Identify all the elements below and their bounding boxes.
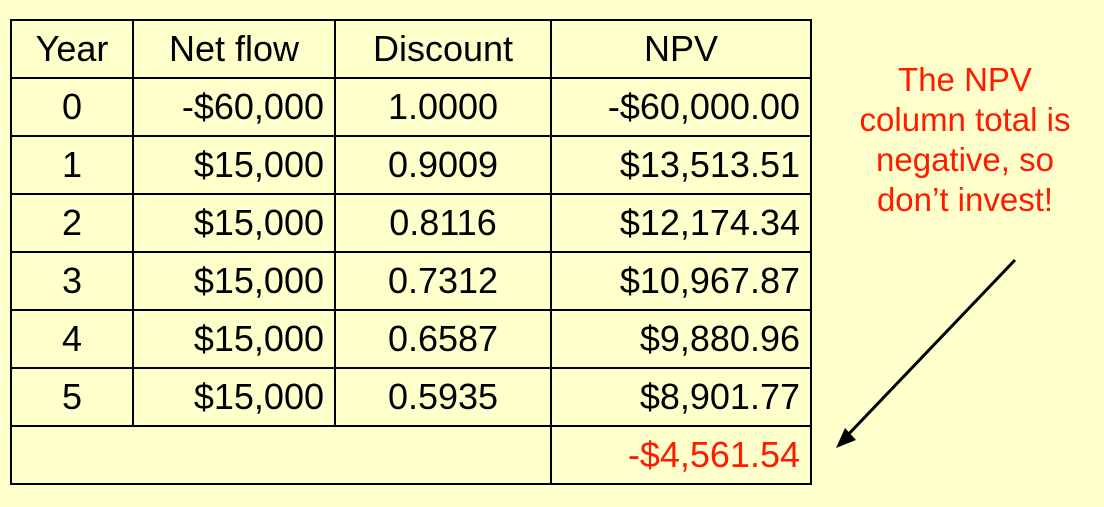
table-row: 2 $15,000 0.8116 $12,174.34 [10, 193, 812, 253]
cell-net-flow: -$60,000 [132, 77, 336, 137]
arrow-shaft [841, 258, 1017, 442]
table-row: 4 $15,000 0.6587 $9,880.96 [10, 309, 812, 369]
cell-year: 0 [10, 77, 134, 137]
table-row: 3 $15,000 0.7312 $10,967.87 [10, 251, 812, 311]
table-row: 5 $15,000 0.5935 $8,901.77 [10, 367, 812, 427]
cell-npv: $10,967.87 [550, 251, 812, 311]
cell-year: 3 [10, 251, 134, 311]
cell-net-flow: $15,000 [132, 193, 336, 253]
total-row: -$4,561.54 [10, 425, 812, 485]
callout-note: The NPV column total is negative, so don… [820, 60, 1104, 220]
cell-discount: 0.9009 [334, 135, 552, 195]
cell-year: 4 [10, 309, 134, 369]
npv-total: -$4,561.54 [550, 425, 812, 485]
cell-discount: 1.0000 [334, 77, 552, 137]
total-empty-cell [10, 425, 552, 485]
cell-discount: 0.8116 [334, 193, 552, 253]
table-row: 1 $15,000 0.9009 $13,513.51 [10, 135, 812, 195]
cell-npv: -$60,000.00 [550, 77, 812, 137]
cell-net-flow: $15,000 [132, 309, 336, 369]
cell-year: 1 [10, 135, 134, 195]
cell-year: 5 [10, 367, 134, 427]
cell-npv: $8,901.77 [550, 367, 812, 427]
cell-npv: $12,174.34 [550, 193, 812, 253]
callout-line: don’t invest! [876, 181, 1054, 218]
header-discount: Discount [334, 19, 552, 79]
cell-npv: $13,513.51 [550, 135, 812, 195]
cell-discount: 0.7312 [334, 251, 552, 311]
cell-net-flow: $15,000 [132, 251, 336, 311]
cell-discount: 0.6587 [334, 309, 552, 369]
cell-net-flow: $15,000 [132, 367, 336, 427]
npv-table: Year Net flow Discount NPV 0 -$60,000 1.… [10, 19, 812, 485]
callout-line: column total is [859, 101, 1071, 138]
cell-year: 2 [10, 193, 134, 253]
header-net-flow: Net flow [132, 19, 336, 79]
callout-line: negative, so [876, 141, 1054, 178]
cell-npv: $9,880.96 [550, 309, 812, 369]
header-npv: NPV [550, 19, 812, 79]
table-header-row: Year Net flow Discount NPV [10, 19, 812, 79]
callout-line: The NPV [898, 61, 1032, 98]
cell-net-flow: $15,000 [132, 135, 336, 195]
header-year: Year [10, 19, 134, 79]
cell-discount: 0.5935 [334, 367, 552, 427]
table-row: 0 -$60,000 1.0000 -$60,000.00 [10, 77, 812, 137]
arrow-head-icon [836, 428, 856, 448]
